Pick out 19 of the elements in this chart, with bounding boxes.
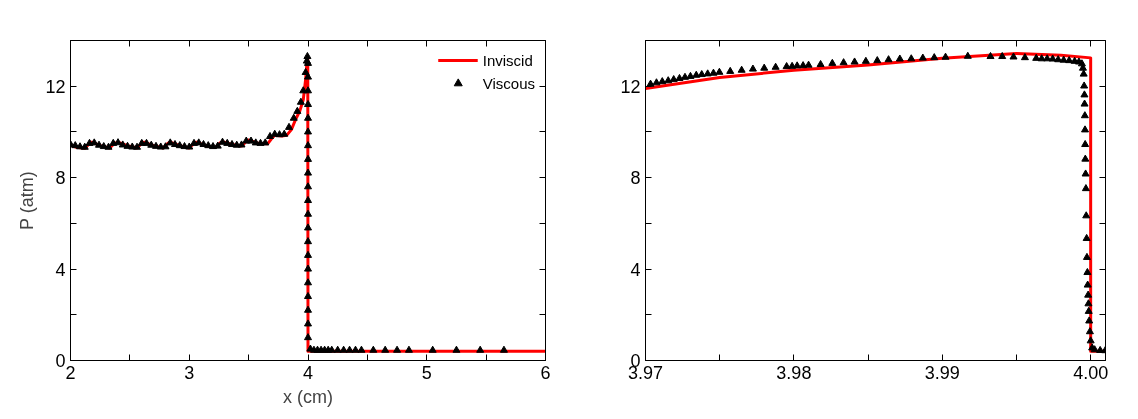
- y-tick-label: 12: [45, 76, 66, 97]
- legend-label: Inviscid: [482, 51, 533, 69]
- x-tick-label: 3.99: [924, 362, 960, 383]
- x-tick-label: 4: [302, 362, 314, 383]
- y-tick-label: 0: [55, 351, 66, 371]
- x-axis-title: x (cm): [283, 386, 333, 407]
- x-tick-label: 2: [65, 362, 76, 383]
- x-tick-label: 3: [184, 362, 195, 383]
- y-axis-title: P (atm): [17, 171, 38, 230]
- y-tick-label: 8: [630, 168, 641, 189]
- x-tick-label: 4.00: [1073, 362, 1109, 383]
- x-tick-label: 5: [421, 362, 432, 383]
- x-tick-label: 6: [540, 362, 551, 383]
- y-tick-label: 8: [55, 168, 66, 189]
- y-tick-label: 12: [620, 76, 641, 97]
- x-tick-label: 3.98: [776, 362, 812, 383]
- y-tick-label: 4: [630, 259, 641, 280]
- legend-label: Viscous: [482, 74, 535, 92]
- y-tick-label: 4: [55, 259, 66, 280]
